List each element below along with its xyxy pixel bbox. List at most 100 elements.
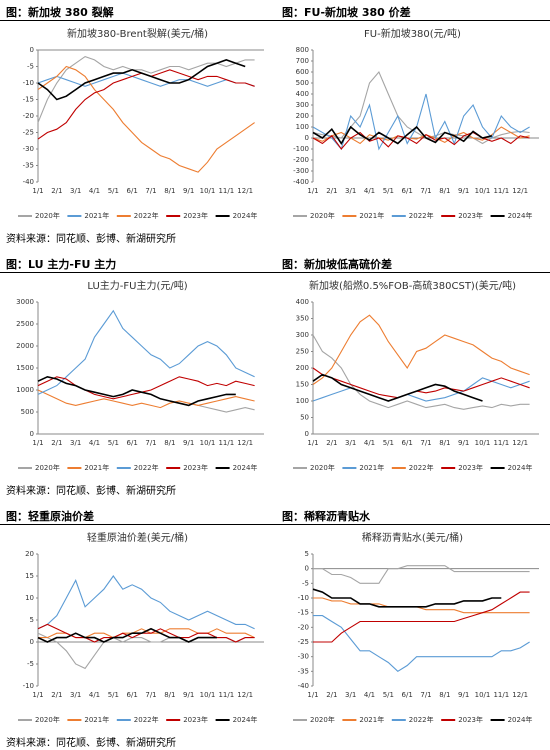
y-tick-label: 5 [30,616,34,624]
legend-label: 2020年 [310,463,335,472]
x-tick-label: 3/1 [345,439,356,447]
x-tick-label: 1/1 [307,187,318,195]
series-line [188,402,255,413]
x-tick-label: 5/1 [108,187,119,195]
y-tick-label: -10 [23,682,34,690]
x-tick-label: 12/1 [512,187,528,195]
series-line [37,389,255,409]
y-tick-label: -25 [298,638,309,646]
caption: 图：新加坡 380 裂解 [6,6,114,19]
chart-title: LU主力-FU主力(元/吨) [87,279,187,292]
y-tick-label: 100 [296,123,309,131]
y-tick-label: -35 [298,667,309,675]
x-tick-label: 6/1 [402,691,413,699]
caption: 图：新加坡低高硫价差 [282,258,392,271]
y-tick-label: -10 [298,594,309,602]
y-tick-label: -10 [23,79,34,87]
series-line [37,309,255,395]
series-line [37,72,255,87]
y-tick-label: 100 [296,397,309,405]
legend-label: 2021年 [84,211,109,220]
x-tick-label: 8/1 [164,691,175,699]
chart-title: FU-新加坡380(元/吨) [364,27,461,40]
legend-label: 2020年 [35,715,60,724]
x-tick-label: 6/1 [127,187,138,195]
y-tick-label: 10 [25,594,34,602]
legend-label: 2023年 [458,463,483,472]
y-tick-label: -200 [293,156,309,164]
legend-label: 2023年 [458,715,483,724]
x-tick-label: 9/1 [183,439,194,447]
x-tick-label: 7/1 [145,691,156,699]
x-tick-label: 9/1 [458,187,469,195]
x-tick-label: 11/1 [218,187,234,195]
legend-label: 2020年 [35,211,60,220]
x-tick-label: 11/1 [493,691,509,699]
y-tick-label: 0 [30,46,34,54]
x-tick-label: 2/1 [51,691,62,699]
x-tick-label: 10/1 [475,187,491,195]
series-line [37,575,255,630]
x-tick-label: 12/1 [237,439,253,447]
chart: 稀释沥青贴水(美元/桶) -40 -35 -30 -25 -20 -15 -10 -5 0 5 1/1… [293,531,539,724]
x-tick-label: 4/1 [364,187,375,195]
x-tick-label: 7/1 [145,187,156,195]
x-tick-label: 9/1 [183,187,194,195]
series-line [312,588,502,608]
y-tick-label: 2000 [16,342,34,350]
x-tick-label: 4/1 [89,691,100,699]
y-tick-label: 3000 [16,298,34,306]
y-tick-label: -5 [302,579,309,587]
x-tick-label: 5/1 [383,187,394,195]
series-line [313,597,530,614]
x-tick-label: 3/1 [70,439,81,447]
legend-label: 2022年 [409,715,434,724]
x-tick-label: 9/1 [458,439,469,447]
legend-label: 2024年 [233,715,258,724]
legend-label: 2020年 [310,211,335,220]
caption: 图：轻重原油价差 [6,510,94,523]
x-tick-label: 2/1 [326,187,337,195]
x-tick-label: 2/1 [326,691,337,699]
chart: 新加坡380-Brent裂解(美元/桶) -40 -35 -30 -25 -20 -15 -1… [18,27,264,220]
y-tick-label: -400 [293,178,309,186]
x-tick-label: 10/1 [475,439,491,447]
y-tick-label: 500 [21,408,34,416]
y-tick-label: 200 [296,364,309,372]
x-tick-label: 1/1 [32,187,43,195]
x-tick-label: 3/1 [70,691,81,699]
x-tick-label: 10/1 [200,691,216,699]
legend-label: 2020年 [35,463,60,472]
source: 资料来源：同花顺、彭博、新湖研究所 [6,234,176,245]
y-tick-label: 400 [296,90,309,98]
y-tick-label: -15 [23,96,34,104]
x-tick-label: 3/1 [345,187,356,195]
y-tick-label: 300 [296,331,309,339]
y-tick-label: -30 [298,653,309,661]
series-line [312,131,530,150]
y-tick-label: 2500 [16,320,34,328]
x-tick-label: 1/1 [32,691,43,699]
y-tick-label: 800 [296,46,309,54]
y-tick-label: -40 [298,682,309,690]
y-tick-label: 600 [296,68,309,76]
legend-label: 2021年 [359,463,384,472]
y-tick-label: -5 [27,660,34,668]
x-tick-label: 7/1 [420,439,431,447]
y-tick-label: 700 [296,57,309,65]
legend-label: 2022年 [134,463,159,472]
y-tick-label: -15 [298,609,309,617]
chart: 新加坡(船燃0.5%FOB-高硫380CST)(美元/吨) 0 50 100 150 20… [293,279,539,472]
x-tick-label: 12/1 [237,691,253,699]
y-tick-label: 0 [30,430,34,438]
y-tick-label: 5 [305,550,309,558]
y-tick-label: 200 [296,112,309,120]
y-tick-label: 250 [296,348,309,356]
y-tick-label: 400 [296,298,309,306]
series-line [312,367,530,399]
x-tick-label: 6/1 [127,691,138,699]
x-tick-label: 9/1 [458,691,469,699]
legend-label: 2021年 [359,715,384,724]
x-tick-label: 7/1 [420,187,431,195]
x-tick-label: 2/1 [326,439,337,447]
